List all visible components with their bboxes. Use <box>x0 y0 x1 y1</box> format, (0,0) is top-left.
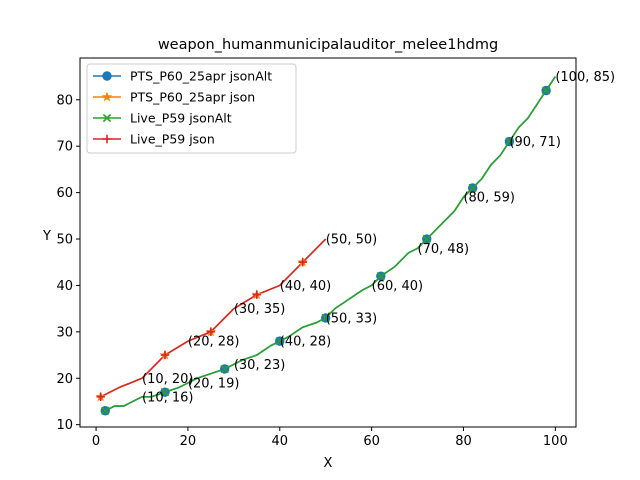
series-marker <box>321 313 330 323</box>
legend-label: Live_P59 jsonAlt <box>130 111 232 126</box>
x-tick-label: 60 <box>363 434 380 449</box>
series-marker <box>102 71 112 81</box>
series-marker <box>376 271 385 281</box>
point-label: (80, 59) <box>463 191 514 206</box>
x-tick-label: 80 <box>455 434 472 449</box>
legend-label: PTS_P60_25apr json <box>130 90 255 105</box>
point-annotations: (10, 16)(20, 19) (30, 23) (40, 28) (50, 33)… <box>142 70 615 405</box>
series-marker <box>102 134 112 144</box>
point-label: (20, 28) <box>188 335 240 350</box>
point-label: (30, 35) <box>234 302 286 317</box>
series-marker <box>298 258 307 267</box>
y-axis-label: Y <box>42 229 51 244</box>
legend: PTS_P60_25apr jsonAlt PTS_P60_25apr json L… <box>86 63 297 154</box>
point-label: (10, 20) <box>142 372 194 387</box>
point-label: (30, 23) <box>234 358 286 373</box>
series-marker <box>422 234 431 244</box>
x-tick-label: 20 <box>180 434 197 449</box>
series-marker <box>206 327 216 337</box>
series-markers <box>95 85 551 416</box>
point-label: (70, 48) <box>418 242 470 257</box>
point-label: (20, 19) <box>188 376 240 391</box>
series-marker <box>96 392 105 402</box>
point-label: (10, 16) <box>142 390 194 405</box>
legend-label: Live_P59 json <box>130 132 215 147</box>
point-label: (50, 33) <box>326 311 378 326</box>
point-label: (90, 71) <box>509 135 561 150</box>
point-label: (60, 40) <box>372 279 424 294</box>
y-tick-label: 10 <box>56 418 73 433</box>
series-line <box>104 76 556 412</box>
y-tick-label: 40 <box>56 279 73 294</box>
x-tick-label: 40 <box>272 434 289 449</box>
y-axis: 10 20 30 40 50 60 70 80 <box>56 93 80 433</box>
y-tick-label: 30 <box>56 325 73 340</box>
y-tick-label: 50 <box>56 233 73 248</box>
series-marker <box>505 137 514 146</box>
series-marker <box>541 86 551 95</box>
y-tick-label: 20 <box>56 372 73 387</box>
y-tick-label: 80 <box>56 93 73 108</box>
series-marker <box>160 350 170 360</box>
series-marker <box>252 290 262 299</box>
y-tick-label: 70 <box>56 140 73 155</box>
legend-label: PTS_P60_25apr jsonAlt <box>130 69 272 84</box>
series-marker <box>160 388 170 397</box>
x-tick-label: 100 <box>543 434 568 449</box>
series-marker <box>101 91 113 102</box>
legend-box <box>86 63 297 154</box>
point-label: (40, 40) <box>280 279 332 294</box>
point-label: (40, 28) <box>280 335 332 350</box>
y-tick-label: 60 <box>56 186 73 201</box>
series-marker <box>468 183 477 193</box>
point-label: (100, 85) <box>555 70 615 85</box>
x-axis-label: X <box>324 456 333 471</box>
x-tick-label: 0 <box>92 434 100 449</box>
x-axis: 0 20 40 60 80 100 <box>92 427 568 449</box>
series-marker <box>101 406 110 415</box>
plot-frame <box>79 57 577 428</box>
series-marker <box>220 364 229 374</box>
chart-title: weapon_humanmunicipalauditor_melee1hdmg <box>158 37 498 53</box>
point-label: (50, 50) <box>326 233 378 248</box>
series-marker <box>102 113 112 123</box>
series-marker <box>275 336 284 346</box>
